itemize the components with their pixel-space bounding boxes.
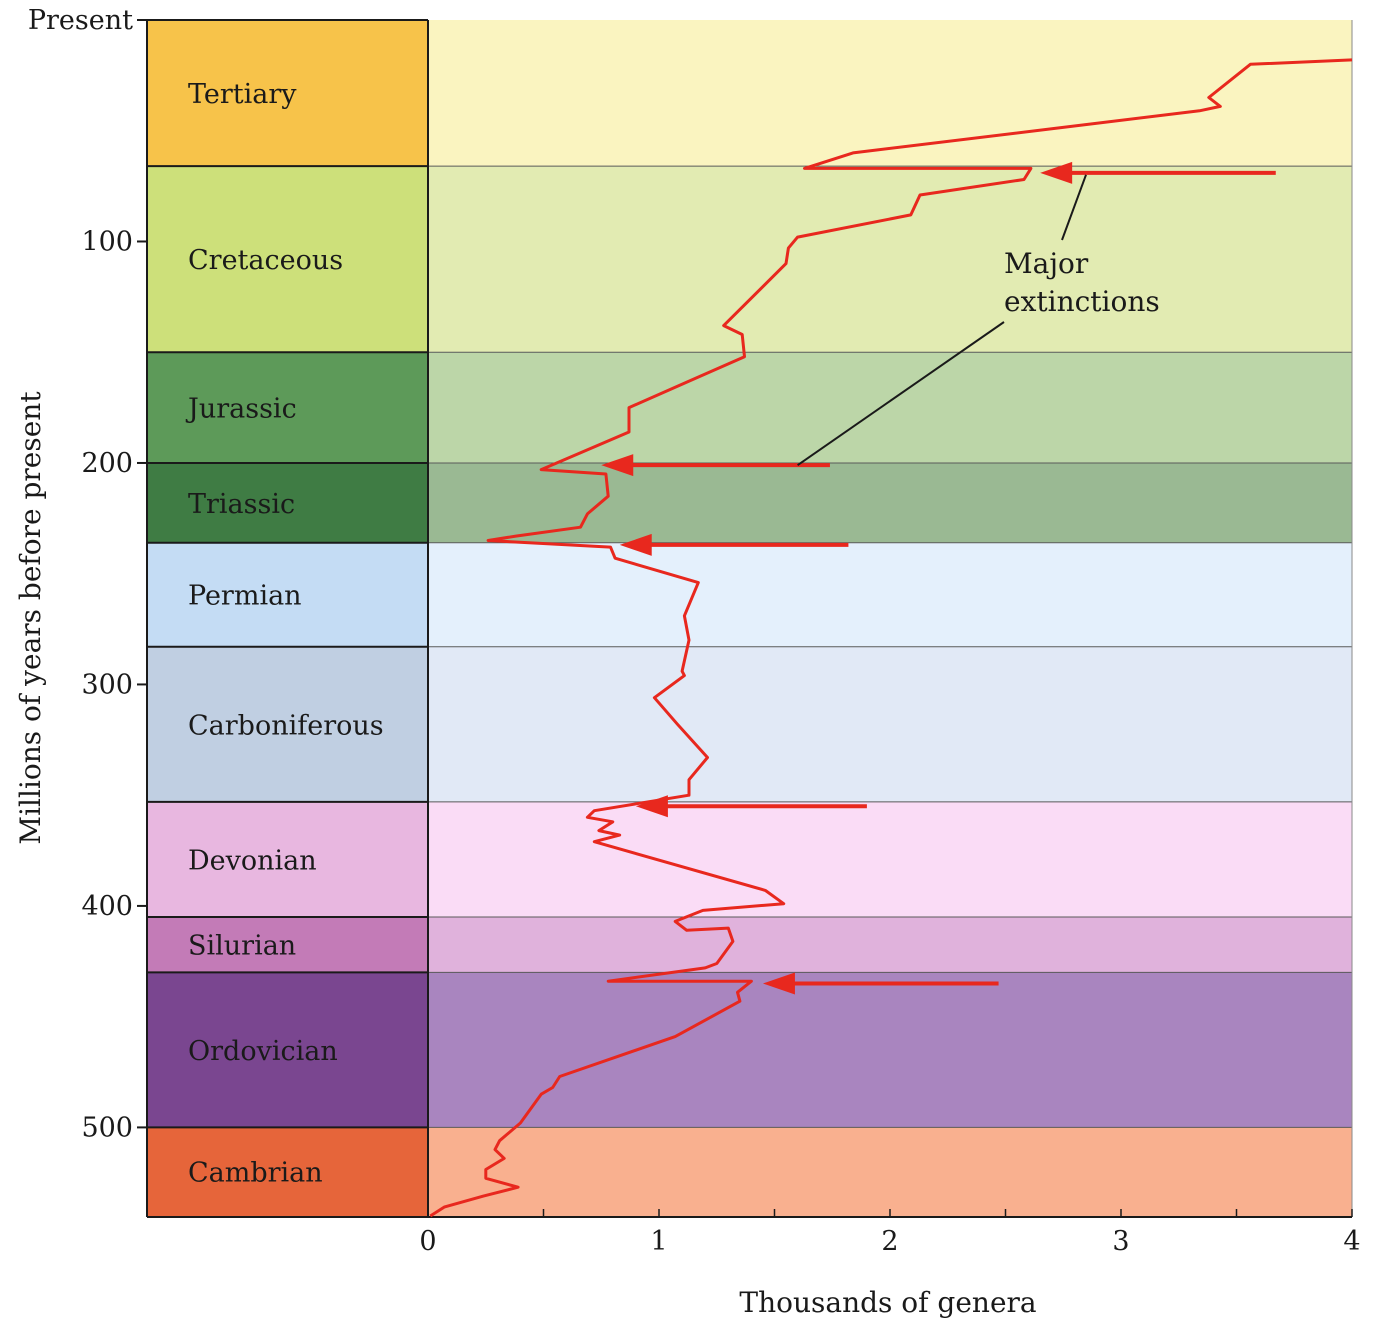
swatch-carboniferous xyxy=(147,646,428,802)
x-tick-label: 4 xyxy=(1343,1226,1360,1257)
annotation-text: Major xyxy=(1004,247,1089,280)
period-label-jurassic: Jurassic xyxy=(185,394,297,425)
band-jurassic xyxy=(428,352,1352,463)
period-dividers xyxy=(147,165,1352,1129)
x-tick-label: 1 xyxy=(650,1226,667,1257)
x-tick-label: 2 xyxy=(881,1226,898,1257)
swatch-triassic xyxy=(147,462,428,543)
y-tick-label: 100 xyxy=(81,226,133,257)
x-tick-label: 3 xyxy=(1112,1226,1129,1257)
genera-series xyxy=(429,58,1353,1218)
band-cretaceous xyxy=(428,166,1352,353)
band-triassic xyxy=(428,462,1352,543)
y-tick-label: 400 xyxy=(81,891,133,922)
swatch-cambrian xyxy=(147,1127,428,1216)
period-label-silurian: Silurian xyxy=(188,931,296,962)
period-label-ordovician: Ordovician xyxy=(188,1036,338,1067)
swatch-cretaceous xyxy=(147,166,428,353)
band-cambrian xyxy=(428,1127,1352,1216)
period-label-tertiary: Tertiary xyxy=(188,79,297,110)
y-axis-title: Millions of years before present xyxy=(14,391,47,845)
y-tick-label: 500 xyxy=(81,1112,133,1143)
annotation-text: extinctions xyxy=(1004,285,1160,318)
extinction-arrow-head xyxy=(601,454,634,477)
period-labels: Tertiary Cretaceous Jurassic Triassic Permia… xyxy=(185,79,384,1189)
band-ordovician xyxy=(428,972,1352,1128)
period-label-devonian: Devonian xyxy=(188,845,317,876)
y-tick-label: 200 xyxy=(81,448,133,479)
period-swatches xyxy=(147,20,428,1216)
extinction-arrows xyxy=(601,161,1276,995)
band-silurian xyxy=(428,917,1352,973)
period-label-cambrian: Cambrian xyxy=(188,1158,323,1189)
period-label-permian: Permian xyxy=(188,581,302,612)
period-label-carboniferous: Carboniferous xyxy=(188,710,384,741)
y-axis: Present 100 200 300 400 500 xyxy=(28,5,147,1143)
x-axis-title: Thousands of genera xyxy=(739,1286,1036,1319)
period-label-triassic: Triassic xyxy=(188,489,295,520)
band-devonian xyxy=(428,801,1352,917)
x-axis: 0 1 2 3 4 xyxy=(419,1209,1361,1257)
x-tick-label: 0 xyxy=(419,1226,436,1257)
major-extinctions-annotation: Major extinctions xyxy=(797,174,1160,466)
swatch-jurassic xyxy=(147,352,428,463)
swatch-silurian xyxy=(147,917,428,973)
swatch-tertiary xyxy=(147,20,428,167)
y-tick-label: 300 xyxy=(81,669,133,700)
band-permian xyxy=(428,542,1352,647)
annotation-leader-top xyxy=(1061,174,1087,241)
plot-frame xyxy=(146,19,1353,1218)
y-tick-label: Present xyxy=(28,5,133,36)
swatch-devonian xyxy=(147,801,428,917)
swatch-ordovician xyxy=(147,972,428,1128)
annotation-leader-bottom xyxy=(797,321,1005,466)
period-bands xyxy=(428,20,1352,1216)
extinction-arrow-head xyxy=(619,533,652,556)
extinction-arrow-head xyxy=(762,972,795,995)
band-carboniferous xyxy=(428,646,1352,802)
period-label-cretaceous: Cretaceous xyxy=(188,245,343,276)
genera-line xyxy=(429,58,1353,1218)
extinction-arrow-head xyxy=(635,795,668,818)
extinction-arrow-head xyxy=(1040,161,1073,184)
swatch-permian xyxy=(147,542,428,647)
band-tertiary xyxy=(428,20,1352,167)
